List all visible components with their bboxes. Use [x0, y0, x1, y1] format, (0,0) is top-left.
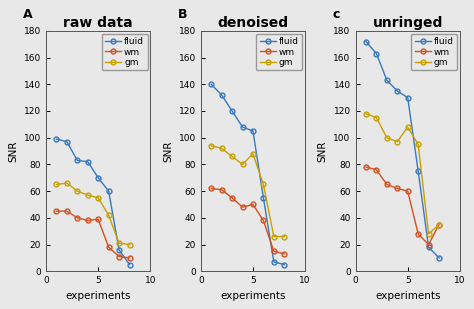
X-axis label: experiments: experiments — [65, 291, 131, 301]
Title: denoised: denoised — [218, 16, 289, 30]
gm — [363, 112, 369, 116]
fluid — [271, 260, 277, 264]
wm — [95, 217, 101, 221]
Text: B: B — [178, 8, 187, 21]
Text: A: A — [23, 8, 33, 21]
fluid — [374, 52, 379, 55]
Y-axis label: SNR: SNR — [318, 140, 328, 162]
gm — [426, 232, 431, 236]
fluid — [282, 263, 287, 266]
fluid — [436, 256, 442, 260]
gm — [219, 146, 225, 150]
gm — [384, 136, 390, 140]
X-axis label: experiments: experiments — [220, 291, 286, 301]
X-axis label: experiments: experiments — [375, 291, 440, 301]
Line: gm: gm — [209, 143, 287, 239]
fluid — [426, 245, 431, 249]
gm — [282, 235, 287, 238]
gm — [436, 223, 442, 226]
wm — [127, 256, 132, 260]
wm — [282, 252, 287, 256]
fluid — [106, 189, 111, 193]
Line: gm: gm — [364, 111, 441, 236]
wm — [436, 223, 442, 226]
fluid — [54, 137, 59, 141]
fluid — [64, 140, 70, 144]
fluid — [384, 78, 390, 82]
fluid — [240, 125, 246, 129]
gm — [116, 241, 122, 245]
gm — [415, 142, 421, 146]
gm — [374, 116, 379, 120]
wm — [405, 189, 410, 193]
fluid — [405, 96, 410, 99]
Y-axis label: SNR: SNR — [163, 140, 173, 162]
wm — [384, 183, 390, 186]
Y-axis label: SNR: SNR — [9, 140, 18, 162]
gm — [271, 235, 277, 238]
fluid — [116, 248, 122, 252]
wm — [240, 205, 246, 209]
wm — [250, 203, 256, 206]
gm — [250, 152, 256, 155]
fluid — [127, 263, 132, 266]
gm — [127, 243, 132, 246]
Legend: fluid, wm, gm: fluid, wm, gm — [256, 34, 302, 70]
gm — [229, 154, 235, 158]
wm — [219, 188, 225, 192]
wm — [271, 249, 277, 253]
Text: c: c — [333, 8, 340, 21]
Legend: fluid, wm, gm: fluid, wm, gm — [411, 34, 457, 70]
fluid — [74, 159, 80, 162]
fluid — [219, 93, 225, 97]
Title: unringed: unringed — [373, 16, 443, 30]
wm — [85, 219, 91, 222]
wm — [209, 187, 214, 190]
fluid — [394, 89, 400, 93]
wm — [229, 196, 235, 200]
Line: fluid: fluid — [209, 82, 287, 267]
fluid — [95, 176, 101, 180]
gm — [240, 163, 246, 166]
fluid — [85, 160, 91, 163]
gm — [64, 181, 70, 185]
Line: fluid: fluid — [54, 137, 132, 267]
Title: raw data: raw data — [64, 16, 133, 30]
fluid — [250, 129, 256, 133]
Line: wm: wm — [54, 209, 132, 260]
gm — [85, 193, 91, 197]
wm — [363, 165, 369, 169]
gm — [209, 144, 214, 148]
wm — [261, 219, 266, 222]
gm — [74, 189, 80, 193]
Line: gm: gm — [54, 181, 132, 247]
gm — [261, 183, 266, 186]
wm — [426, 243, 431, 246]
fluid — [229, 109, 235, 113]
wm — [394, 187, 400, 190]
wm — [106, 245, 111, 249]
gm — [394, 140, 400, 144]
wm — [64, 209, 70, 213]
wm — [415, 232, 421, 236]
fluid — [209, 83, 214, 86]
Line: wm: wm — [364, 165, 441, 247]
wm — [116, 255, 122, 258]
wm — [74, 216, 80, 220]
gm — [95, 196, 101, 200]
Line: wm: wm — [209, 186, 287, 256]
gm — [106, 213, 111, 217]
fluid — [261, 196, 266, 200]
gm — [54, 183, 59, 186]
wm — [374, 168, 379, 171]
fluid — [363, 40, 369, 43]
gm — [405, 125, 410, 129]
fluid — [415, 169, 421, 173]
Legend: fluid, wm, gm: fluid, wm, gm — [101, 34, 148, 70]
Line: fluid: fluid — [364, 39, 441, 260]
wm — [54, 209, 59, 213]
